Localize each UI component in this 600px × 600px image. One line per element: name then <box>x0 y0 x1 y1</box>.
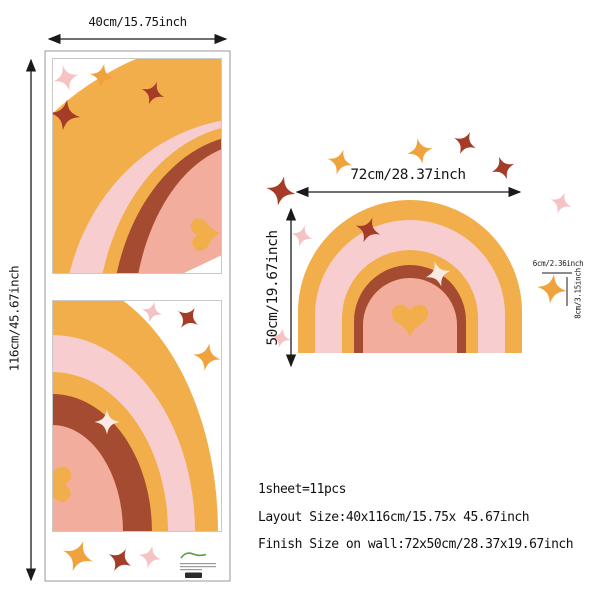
spec-pieces-line: 1sheet=11pcs <box>258 482 346 497</box>
star-decal <box>263 173 299 209</box>
wall-height-dimension-label: 50cm/19.67inch <box>265 230 281 346</box>
wall-width-dimension-label: 72cm/28.37inch <box>350 167 466 183</box>
star-decal <box>404 135 436 167</box>
brand-logo-mark <box>180 552 207 559</box>
spec-layout-size-line: Layout Size:40x116cm/15.75x 45.67inch <box>258 510 530 525</box>
assembled-rainbow <box>298 200 522 353</box>
star-legend-height-label: 8cm/3.15inch <box>573 268 583 319</box>
legend-star-decal <box>535 272 569 306</box>
star-decal <box>546 188 576 218</box>
star-decal <box>449 127 481 159</box>
sheet-panel-top-rainbow-half <box>52 58 222 274</box>
star-legend-width-label: 6cm/2.36inch <box>532 259 584 268</box>
sheet-width-dimension-label: 40cm/15.75inch <box>88 14 187 29</box>
spec-finish-size-line: Finish Size on wall:72x50cm/28.37x19.67i… <box>258 537 574 552</box>
sheet-panel-bottom-rainbow-half <box>52 300 222 532</box>
base-cut-corner <box>182 255 222 274</box>
star-decal <box>288 222 316 250</box>
brand-stamp <box>180 552 216 578</box>
sheet-height-dimension-label: 116cm/45.67inch <box>6 265 22 372</box>
